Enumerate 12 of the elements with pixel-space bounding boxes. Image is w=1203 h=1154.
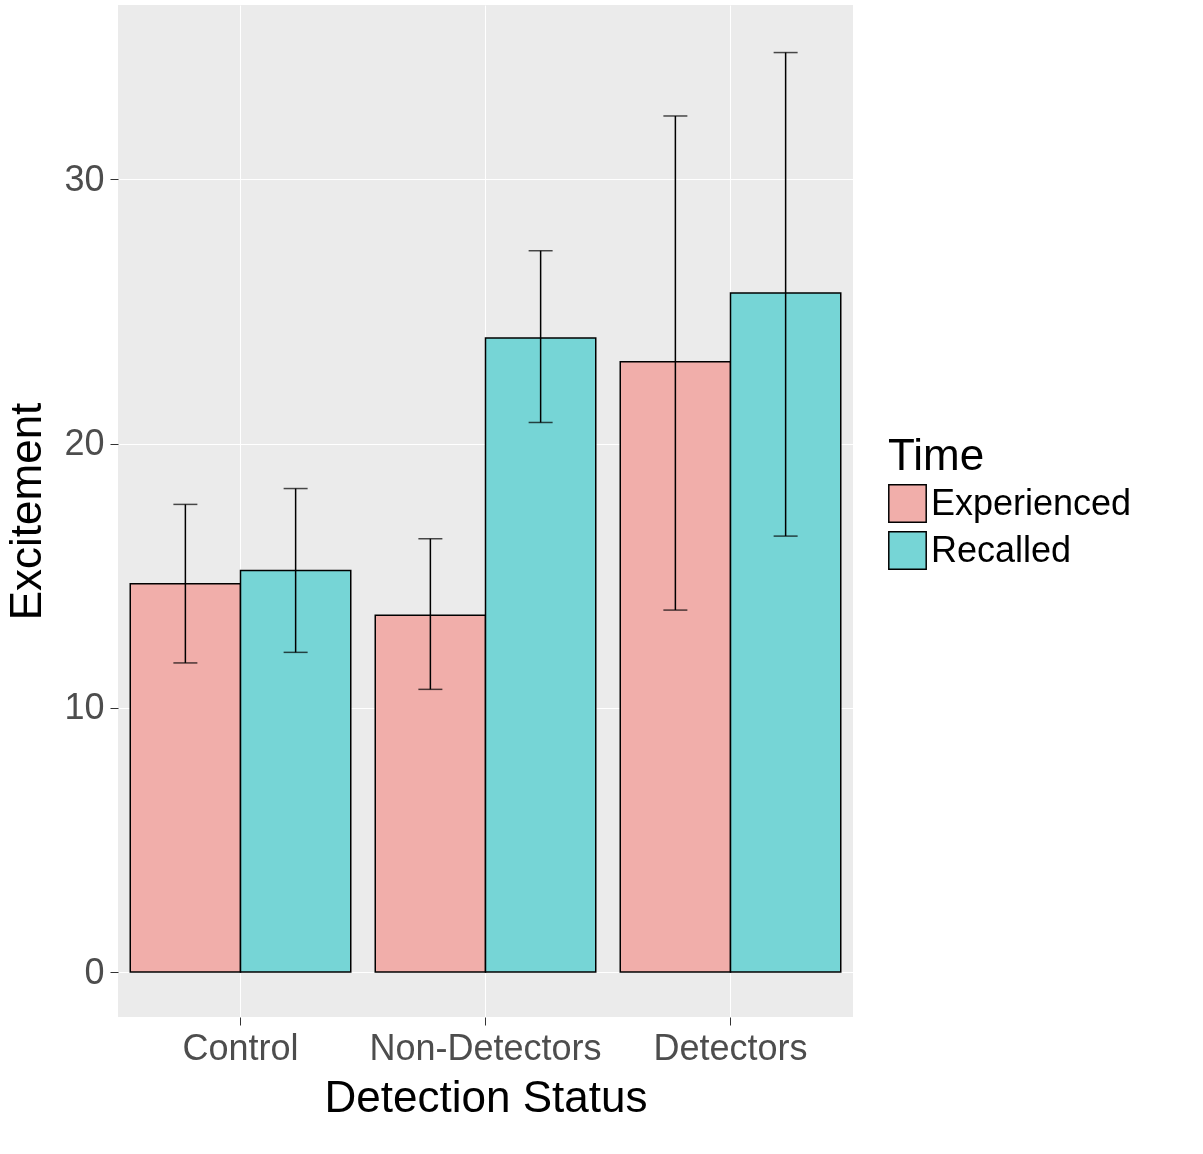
y-tick-label: 0: [84, 950, 105, 992]
x-axis-title: Detection Status: [324, 1071, 648, 1121]
legend-title: Time: [888, 430, 985, 479]
x-tick-label: Detectors: [653, 1026, 808, 1068]
legend-label: Recalled: [931, 528, 1072, 570]
y-tick-label: 30: [64, 157, 105, 199]
y-tick-label: 20: [64, 422, 105, 464]
y-tick-label: 10: [64, 686, 105, 728]
x-tick-label: Control: [182, 1026, 299, 1068]
x-tick-label: Non-Detectors: [369, 1026, 602, 1068]
legend-label: Experienced: [931, 481, 1132, 523]
y-axis-title: Excitement: [1, 402, 51, 621]
